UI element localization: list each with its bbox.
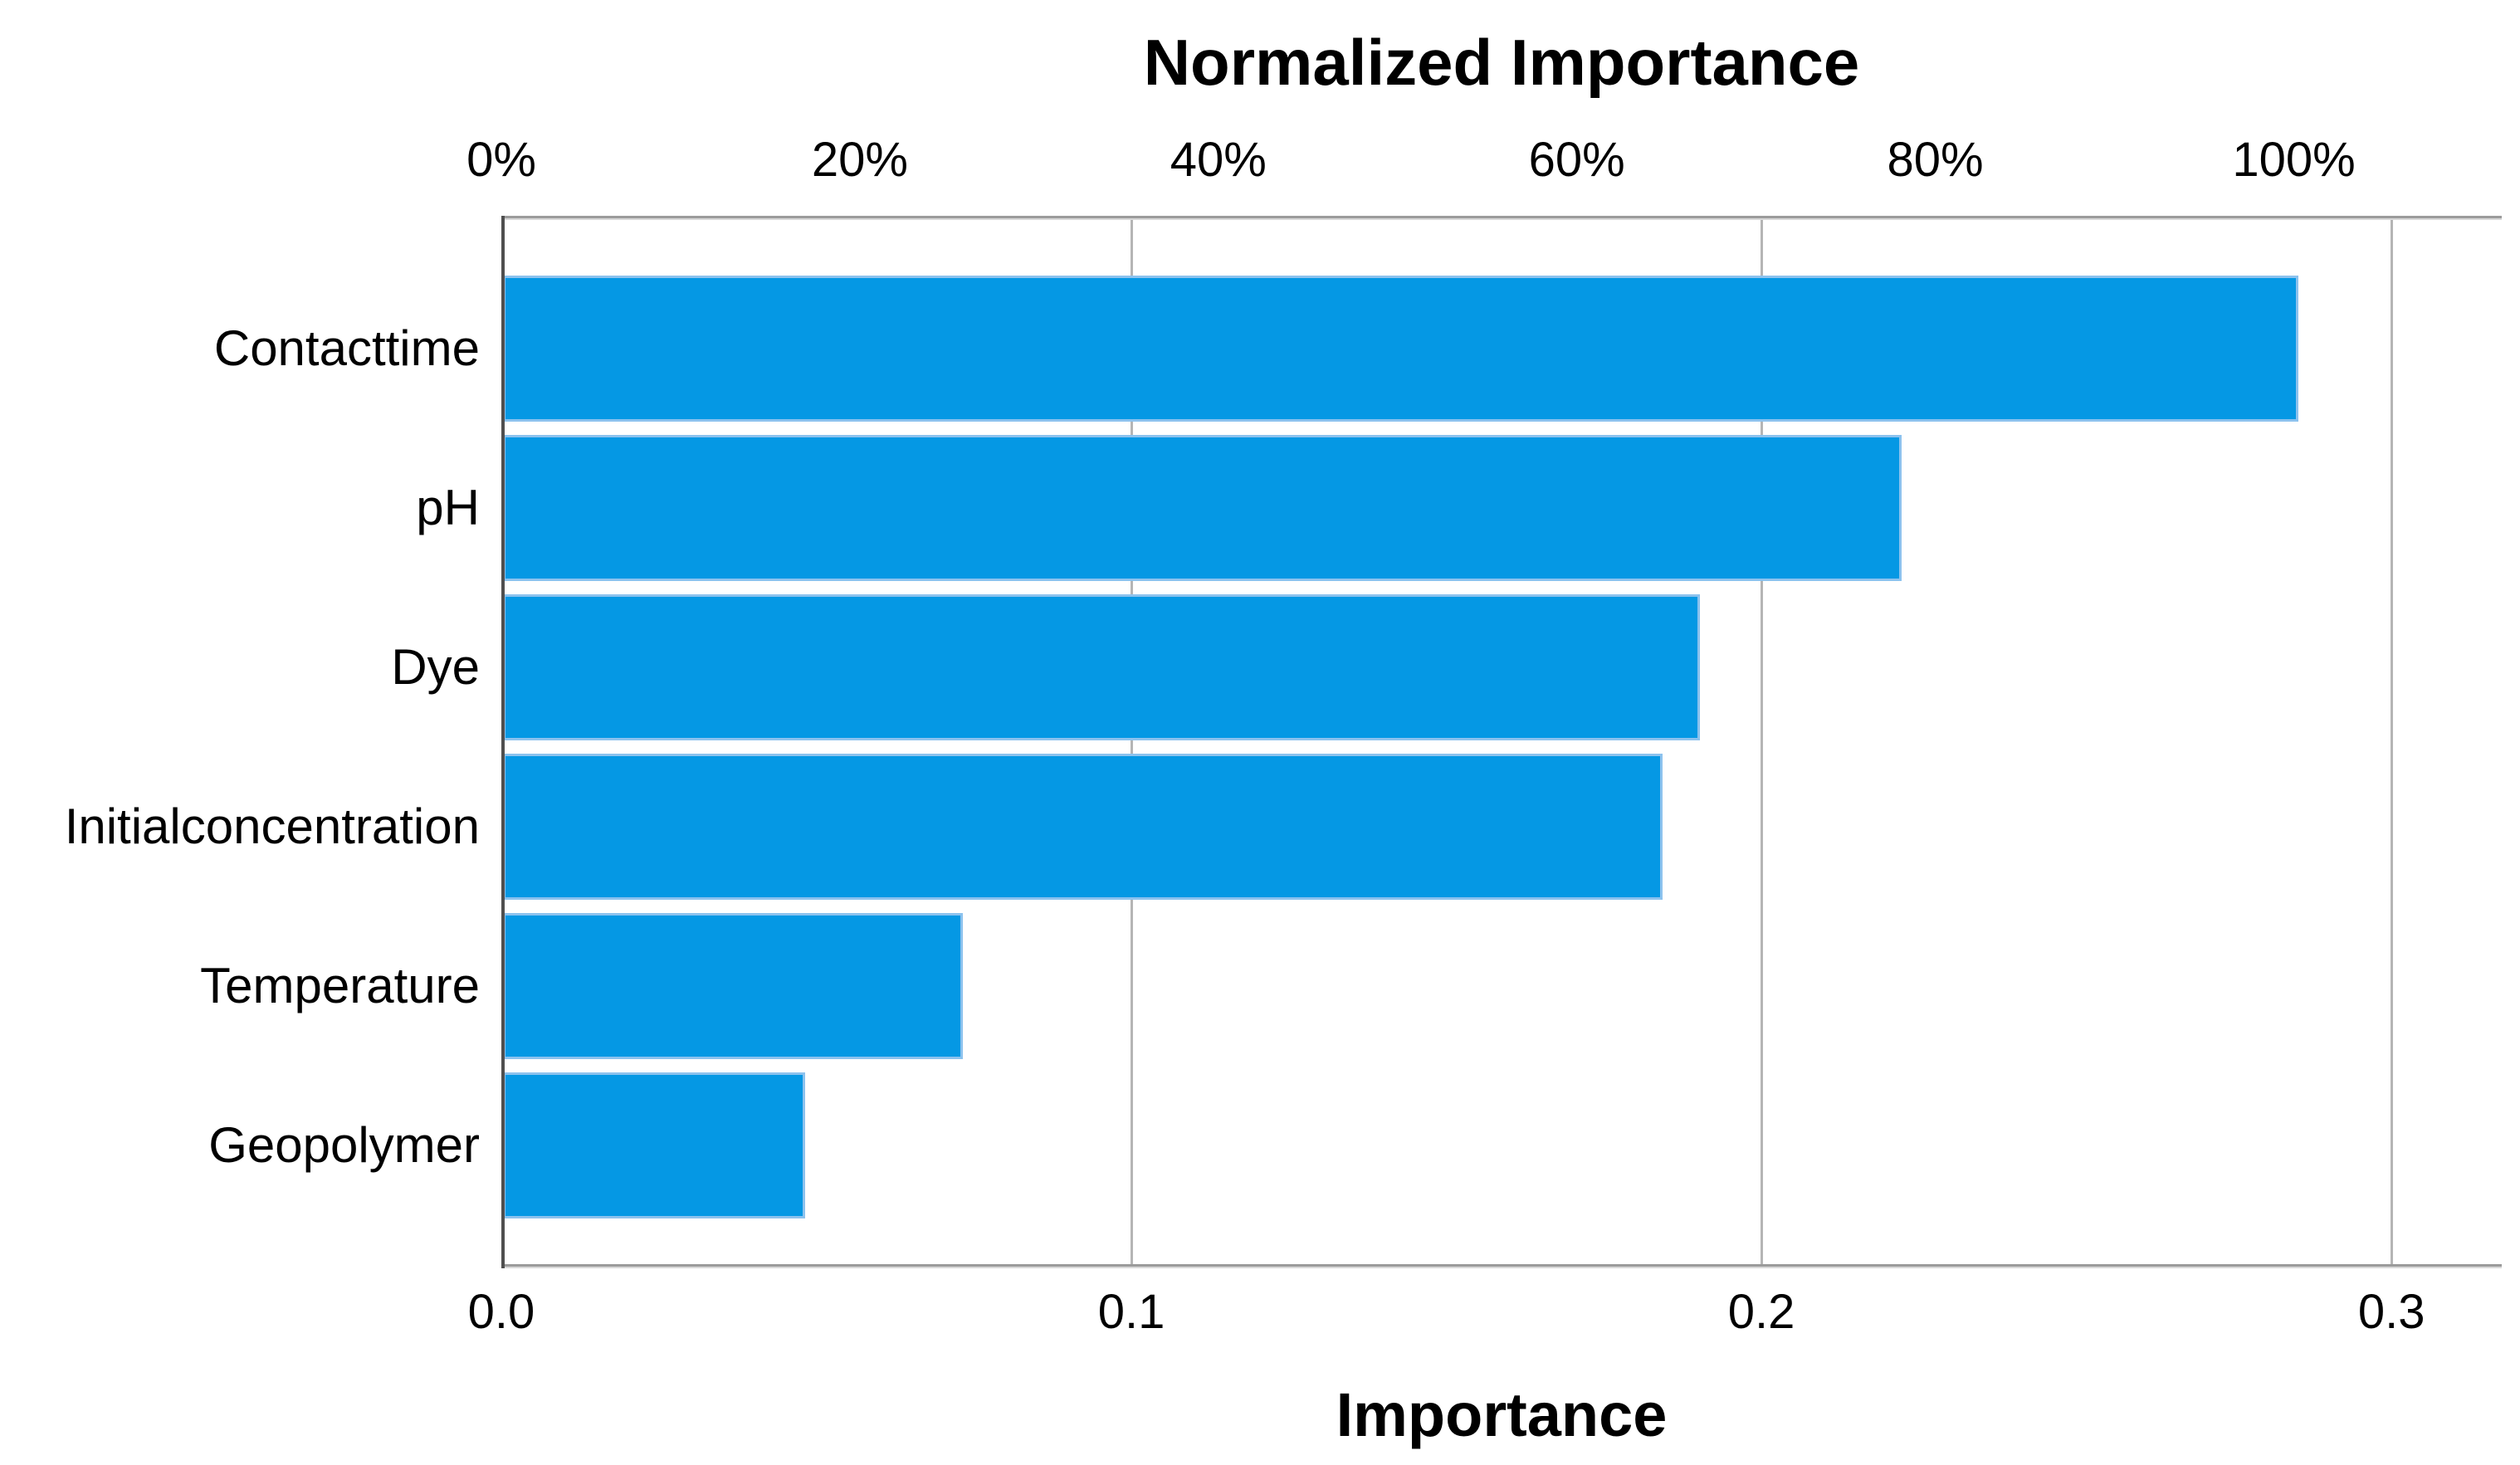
top-tick-100%: 100%	[2232, 133, 2356, 187]
plot-frame-top	[501, 216, 2502, 218]
bar-initialconcentration	[503, 754, 1663, 900]
gridline-0.2	[1761, 218, 1764, 1266]
bar-temperature	[503, 913, 964, 1059]
bar-contacttime	[503, 276, 2299, 422]
category-label-geopolymer: Geopolymer	[208, 1117, 480, 1173]
top-tick-0%: 0%	[466, 133, 536, 187]
chart-title: Normalized Importance	[1143, 26, 1860, 99]
category-label-ph: pH	[416, 480, 480, 535]
category-label-contacttime: Contacttime	[213, 320, 480, 376]
bottom-tick-0.2: 0.2	[1727, 1285, 1795, 1339]
gridline-0.1	[1131, 218, 1134, 1266]
plot-frame-top-shadow	[501, 218, 2502, 220]
top-tick-40%: 40%	[1170, 133, 1267, 187]
bottom-tick-0.3: 0.3	[2357, 1285, 2425, 1339]
category-label-initialconcentration: Initialconcentration	[64, 798, 480, 854]
bar-dye	[503, 594, 1701, 740]
top-tick-60%: 60%	[1528, 133, 1625, 187]
category-label-dye: Dye	[391, 639, 480, 695]
gridline-0.3	[2391, 218, 2394, 1266]
x-axis-title: Importance	[1336, 1380, 1668, 1449]
plot-frame-bottom	[501, 1264, 2502, 1267]
top-tick-20%: 20%	[811, 133, 908, 187]
bar-geopolymer	[503, 1072, 806, 1218]
bottom-tick-0.0: 0.0	[467, 1285, 535, 1339]
bottom-tick-0.1: 0.1	[1097, 1285, 1165, 1339]
y-axis-line	[501, 216, 505, 1268]
plot-area	[501, 216, 2502, 1268]
bar-ph	[503, 435, 1902, 581]
category-label-temperature: Temperature	[200, 958, 480, 1013]
top-tick-80%: 80%	[1887, 133, 1984, 187]
plot-frame-bottom-shadow	[501, 1267, 2502, 1268]
